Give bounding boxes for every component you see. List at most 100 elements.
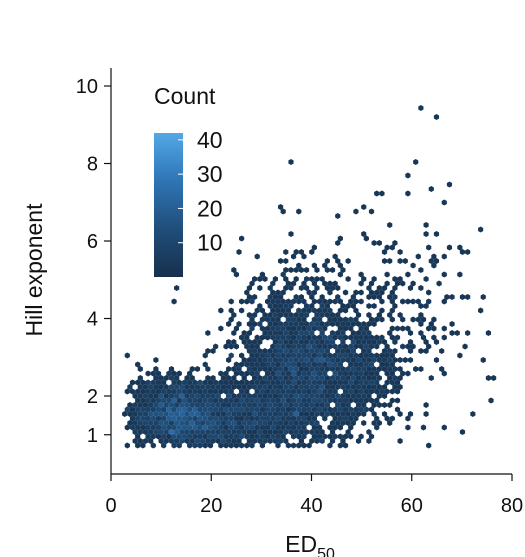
hexbin-cell [192,442,198,449]
y-tick-label: 1 [87,425,98,447]
hexbin-cell [350,375,356,381]
hexbin-cell [267,321,273,327]
hexbin-cell [311,406,317,413]
hexbin-cell [137,375,143,381]
hexbin-cell [171,298,177,305]
hexbin-cell [361,231,367,237]
hexbin-cell [265,370,271,377]
hexbin-cell [397,312,403,318]
hexbin-cell [272,366,278,372]
hexbin-cell [446,244,453,251]
hexbin-cell [285,379,291,386]
hexbin-cell [311,307,317,314]
hexbin-cell [426,343,432,350]
hexbin-cell [337,316,343,323]
hexbin-cell [366,321,372,327]
hexbin-cell [205,384,211,390]
hexbin-cell [176,415,182,422]
hexbin-cell [355,438,362,444]
hexbin-cell [158,375,164,381]
hexbin-cell [350,339,356,345]
hexbin-cell [301,352,307,359]
hexbin-cell [327,289,333,296]
hexbin-cell [179,393,185,399]
hexbin-cell [366,366,372,372]
hexbin-cell [265,397,271,404]
hexbin-cell [259,415,265,422]
hexbin-cell [374,415,380,422]
hexbin-cell [324,285,330,291]
hexbin-cell [231,375,237,381]
hexbin-cell [342,343,349,350]
hexbin-cell [270,334,276,341]
hexbin-cell [301,397,307,404]
hexbin-cell [389,334,395,341]
hexbin-cell [374,397,380,404]
hexbin-cell [239,298,245,305]
hexbin-cell [207,424,214,431]
hexbin-cell [332,280,338,287]
hexbin-cell [252,321,258,327]
hexbin-cell [226,393,232,399]
hexbin-cell [200,438,206,444]
hexbin-cell [379,289,385,296]
hexbin-cell [309,249,315,255]
hexbin-cell [298,402,304,408]
hexbin-cell [288,429,294,435]
hexbin-cell [353,415,359,422]
hexbin-cell [174,375,180,381]
hexbin-cell [298,420,304,426]
hexbin-cell [293,384,299,390]
hexbin-cell [246,339,253,345]
hexbin-cell [207,388,214,395]
hexbin-cell [340,357,346,363]
hexbin-cell [171,388,177,395]
hexbin-cell [200,429,206,435]
hexbin-cell [161,415,167,422]
hexbin-cell [166,388,172,395]
hexbin-cell [407,348,414,354]
hexbin-cell [296,343,302,350]
hexbin-cell [153,366,159,372]
hexbin-cell [337,361,343,368]
hexbin-cell [176,406,182,413]
hexbin-cell [374,388,380,395]
hexbin-cell [252,294,258,300]
hexbin-cell [202,352,208,359]
hexbin-cell [246,357,253,363]
hexbin-cell [285,370,291,377]
hexbin-cell [415,253,421,260]
hexbin-cell [254,406,260,413]
hexbin-cell [148,429,154,435]
hexbin-cell [290,370,297,377]
hexbin-cell [353,388,359,395]
hexbin-cell [355,312,362,318]
hexbin-cell [161,442,167,449]
hexbin-cell [296,415,302,422]
hexbin-cell [337,352,343,359]
hexbin-cell [241,339,247,345]
hexbin-cell [459,249,466,255]
hexbin-cell [353,379,359,386]
x-tick-label: 20 [200,495,222,517]
hexbin-cell [257,375,263,381]
hexbin-cell [288,303,294,309]
hexbin-cell [329,375,336,381]
hexbin-cell [363,406,369,413]
hexbin-cell [189,375,195,381]
hexbin-cell [290,424,297,431]
hexbin-cell [213,415,219,422]
hexbin-cell [384,271,390,278]
hexbin-cell [207,415,214,422]
hexbin-cell [285,307,291,314]
colorbar-tick-label: 20 [197,195,223,221]
hexbin-cell [148,393,154,399]
hexbin-cell [252,312,258,318]
hexbin-cell [358,388,364,395]
hexbin-cell [353,361,359,368]
hexbin-cell [231,267,237,273]
hexbin-cell [280,370,286,377]
hexbin-cell [327,361,333,368]
hexbin-cell [161,424,167,431]
hexbin-cell [210,438,216,444]
